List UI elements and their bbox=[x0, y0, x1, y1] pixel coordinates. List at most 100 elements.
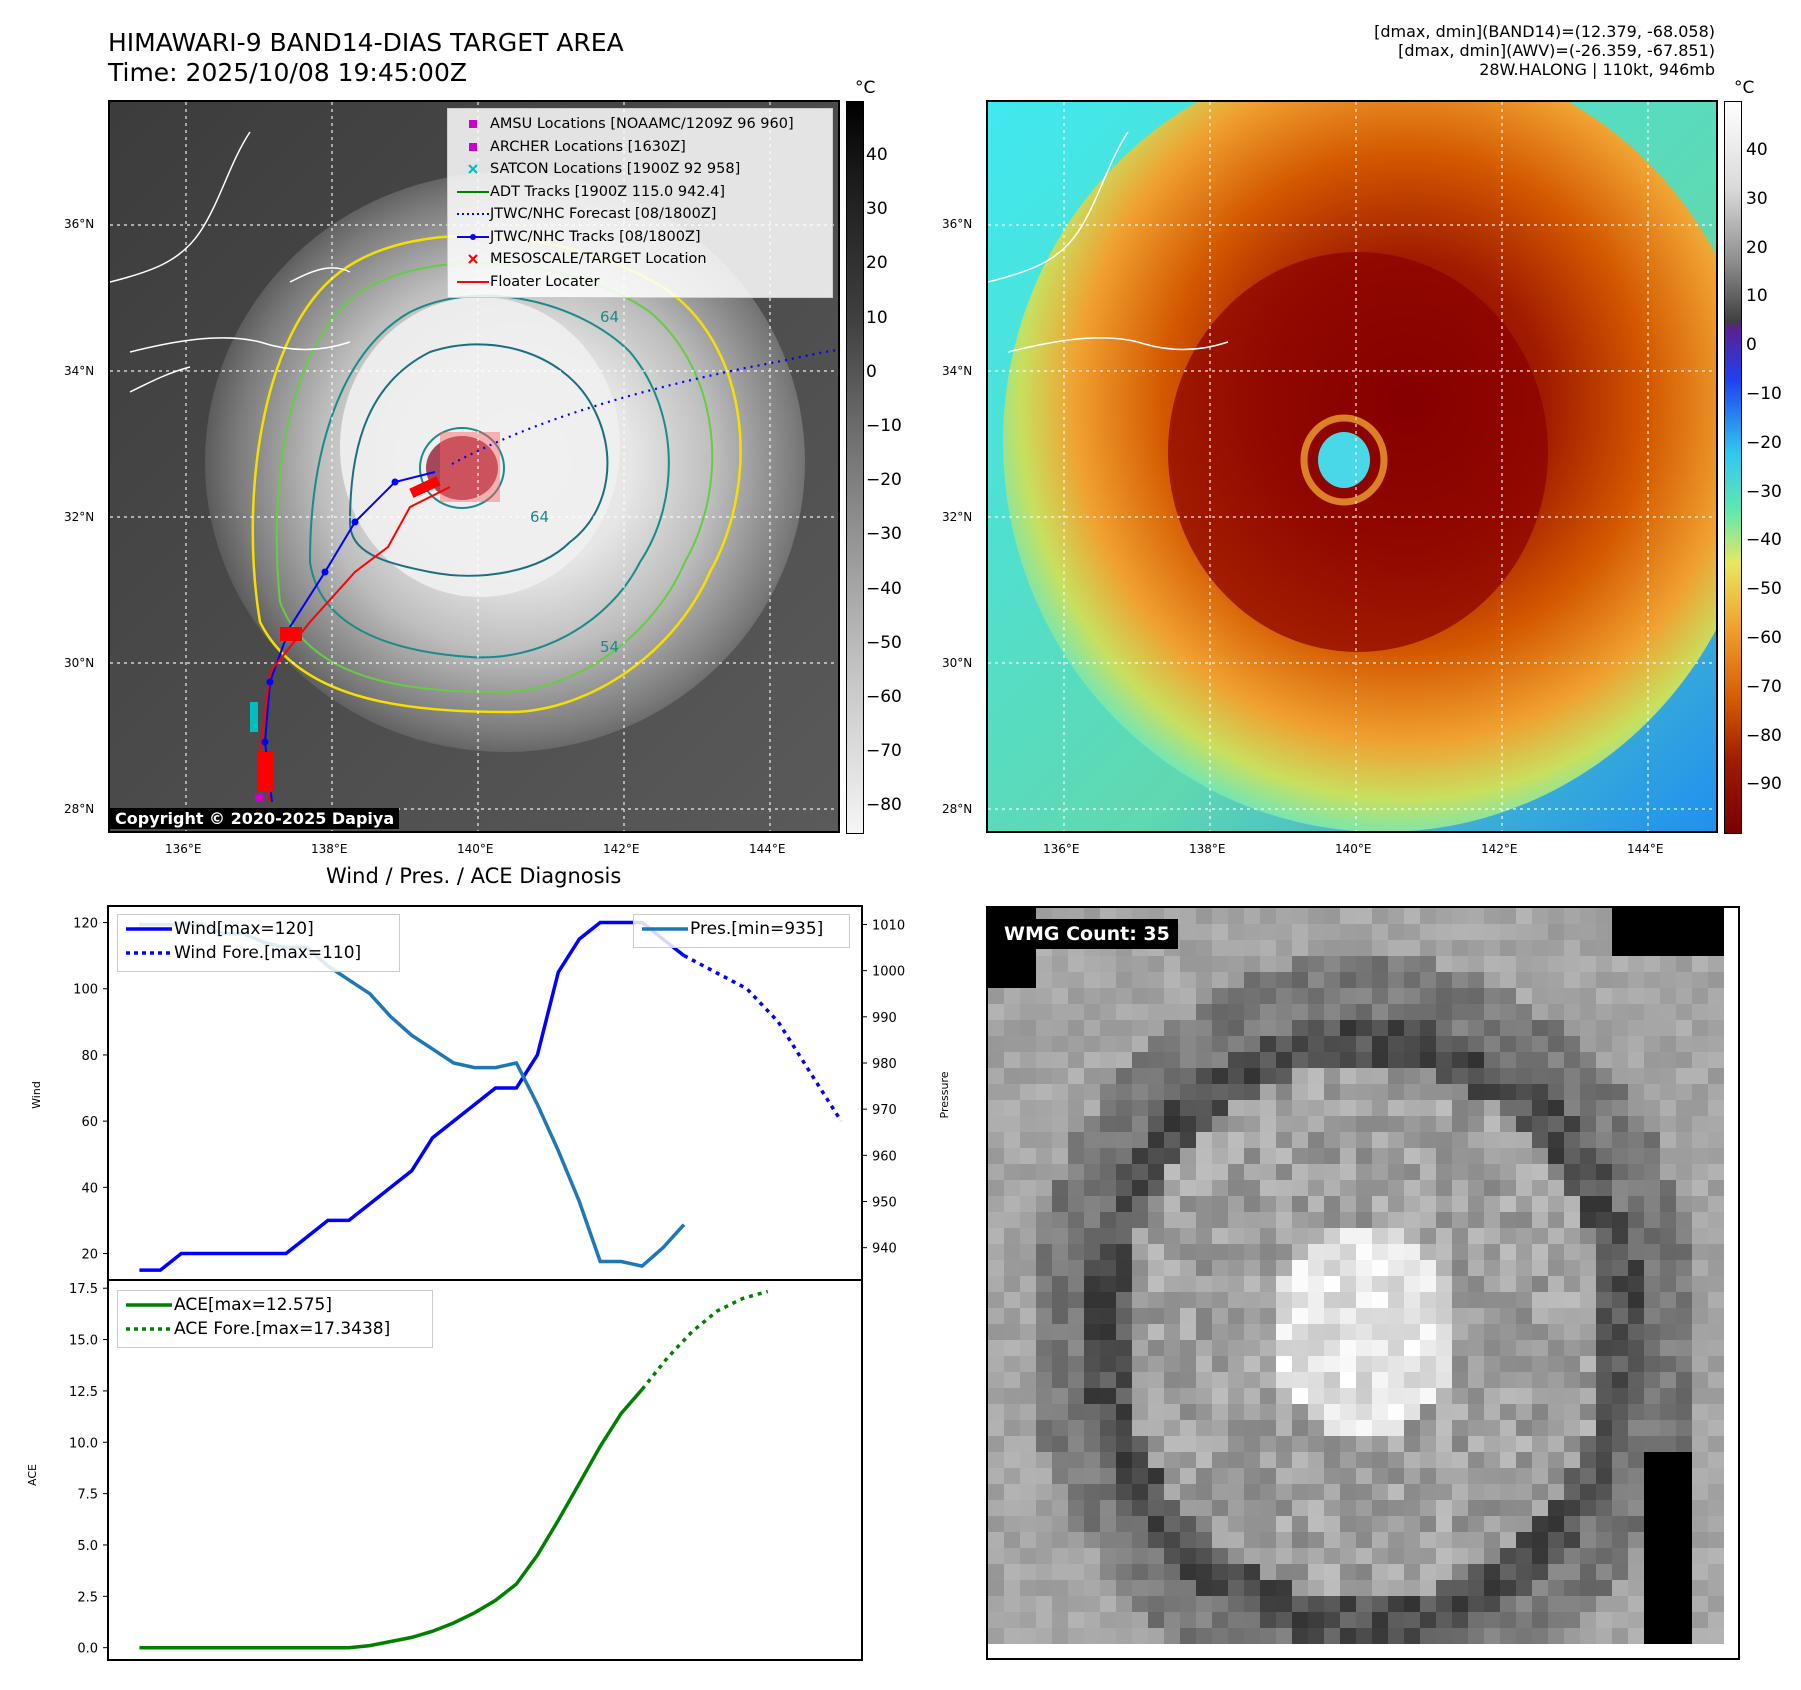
wmg-cell bbox=[1084, 1372, 1100, 1388]
wmg-cell bbox=[1468, 1244, 1484, 1260]
wmg-cell bbox=[1276, 1548, 1292, 1564]
wmg-cell bbox=[1228, 1196, 1244, 1212]
wmg-cell bbox=[1660, 1564, 1676, 1580]
wmg-cell bbox=[1596, 1548, 1612, 1564]
copyright-label: Copyright © 2020-2025 Dapiya bbox=[110, 808, 400, 829]
wmg-cell bbox=[1084, 1548, 1100, 1564]
pressure-axis-label: Pressure bbox=[938, 1071, 951, 1118]
wmg-cell bbox=[1100, 1148, 1116, 1164]
wmg-cell bbox=[1196, 1548, 1212, 1564]
wmg-cell bbox=[1388, 988, 1404, 1004]
wmg-cell bbox=[1052, 1068, 1068, 1084]
wmg-cell bbox=[1308, 1212, 1324, 1228]
wmg-cell bbox=[1660, 956, 1676, 972]
wmg-cell bbox=[1004, 1292, 1020, 1308]
wmg-cell bbox=[1452, 1004, 1468, 1020]
wmg-cell bbox=[1692, 1420, 1708, 1436]
wmg-cell bbox=[1580, 1228, 1596, 1244]
wmg-cell bbox=[1404, 908, 1420, 924]
wmg-cell bbox=[1388, 1292, 1404, 1308]
wmg-cell bbox=[1164, 1420, 1180, 1436]
wmg-cell bbox=[1404, 1020, 1420, 1036]
wmg-cell bbox=[1292, 1052, 1308, 1068]
wmg-cell bbox=[1164, 1612, 1180, 1628]
wmg-cell bbox=[1100, 1388, 1116, 1404]
wmg-cell bbox=[1548, 1596, 1564, 1612]
wmg-cell bbox=[1020, 1580, 1036, 1596]
wmg-cell bbox=[1596, 1356, 1612, 1372]
wmg-cell bbox=[1020, 1500, 1036, 1516]
wmg-cell bbox=[1052, 1100, 1068, 1116]
wmg-cell bbox=[1564, 1244, 1580, 1260]
wmg-cell bbox=[1404, 1564, 1420, 1580]
wmg-cell bbox=[1180, 1292, 1196, 1308]
wmg-cell bbox=[1516, 924, 1532, 940]
wmg-cell bbox=[1036, 1404, 1052, 1420]
wmg-cell bbox=[1660, 1052, 1676, 1068]
wmg-cell bbox=[1260, 1564, 1276, 1580]
wmg-cell bbox=[1388, 1244, 1404, 1260]
wmg-cell bbox=[1244, 1564, 1260, 1580]
wmg-cell bbox=[1244, 1196, 1260, 1212]
wmg-cell bbox=[1292, 924, 1308, 940]
wmg-cell bbox=[1324, 1148, 1340, 1164]
ace-series-line bbox=[139, 1388, 644, 1650]
wmg-cell bbox=[1404, 1228, 1420, 1244]
wmg-cell bbox=[1500, 1548, 1516, 1564]
wmg-cell bbox=[1356, 1036, 1372, 1052]
wmg-cell bbox=[1020, 1564, 1036, 1580]
wmg-cell bbox=[1532, 1532, 1548, 1548]
wmg-cell bbox=[1628, 972, 1644, 988]
wmg-cell bbox=[1196, 1004, 1212, 1020]
wmg-cell bbox=[1180, 1596, 1196, 1612]
wmg-cell bbox=[1692, 988, 1708, 1004]
wmg-cell bbox=[1692, 1228, 1708, 1244]
wmg-cell bbox=[1468, 1628, 1484, 1644]
lat-label-34: 34°N bbox=[64, 364, 95, 378]
wmg-cell bbox=[1580, 1308, 1596, 1324]
wmg-cell bbox=[1036, 1212, 1052, 1228]
wmg-cell bbox=[1660, 1292, 1676, 1308]
wmg-cell bbox=[1596, 1228, 1612, 1244]
wmg-cell bbox=[1228, 1580, 1244, 1596]
ace-forecast-line bbox=[640, 1289, 769, 1391]
wmg-cell bbox=[1628, 1228, 1644, 1244]
wmg-cell bbox=[1420, 1324, 1436, 1340]
wmg-cell bbox=[1580, 1420, 1596, 1436]
wmg-cell bbox=[1676, 1036, 1692, 1052]
wmg-cell bbox=[1580, 1276, 1596, 1292]
wmg-cell bbox=[1180, 1116, 1196, 1132]
wmg-cell bbox=[1436, 1244, 1452, 1260]
wmg-cell bbox=[1196, 1628, 1212, 1644]
wmg-cell bbox=[1388, 1628, 1404, 1644]
wmg-cell bbox=[1708, 1580, 1724, 1596]
wmg-cell bbox=[1548, 1324, 1564, 1340]
wmg-cell bbox=[1564, 1116, 1580, 1132]
wmg-cell bbox=[1468, 1228, 1484, 1244]
wmg-cell bbox=[1692, 1244, 1708, 1260]
wmg-cell bbox=[1644, 1404, 1660, 1420]
wmg-cell bbox=[1644, 1004, 1660, 1020]
wmg-cell bbox=[1612, 1004, 1628, 1020]
wmg-cell bbox=[1468, 1260, 1484, 1276]
wmg-cell bbox=[1308, 1068, 1324, 1084]
wmg-cell bbox=[1100, 1548, 1116, 1564]
wmg-cell bbox=[1516, 1564, 1532, 1580]
wmg-cell bbox=[1596, 988, 1612, 1004]
wmg-cell bbox=[1436, 1436, 1452, 1452]
wmg-cell bbox=[1260, 1132, 1276, 1148]
wmg-cell bbox=[1372, 1148, 1388, 1164]
wmg-cell bbox=[988, 972, 1004, 988]
wmg-cell bbox=[1692, 1356, 1708, 1372]
wmg-cell bbox=[1660, 1260, 1676, 1276]
wmg-cell bbox=[1644, 1212, 1660, 1228]
wmg-cell bbox=[1484, 1340, 1500, 1356]
colorbar-left-tick: 10 bbox=[866, 307, 888, 328]
wmg-cell bbox=[1164, 1068, 1180, 1084]
info-line-1: [dmax, dmin](BAND14)=(12.379, -68.058) bbox=[1374, 22, 1715, 41]
wmg-cell bbox=[1196, 1484, 1212, 1500]
legend-symbol bbox=[456, 163, 490, 175]
wmg-cell bbox=[1148, 1340, 1164, 1356]
wmg-cell bbox=[1372, 1580, 1388, 1596]
wmg-cell bbox=[1548, 972, 1564, 988]
